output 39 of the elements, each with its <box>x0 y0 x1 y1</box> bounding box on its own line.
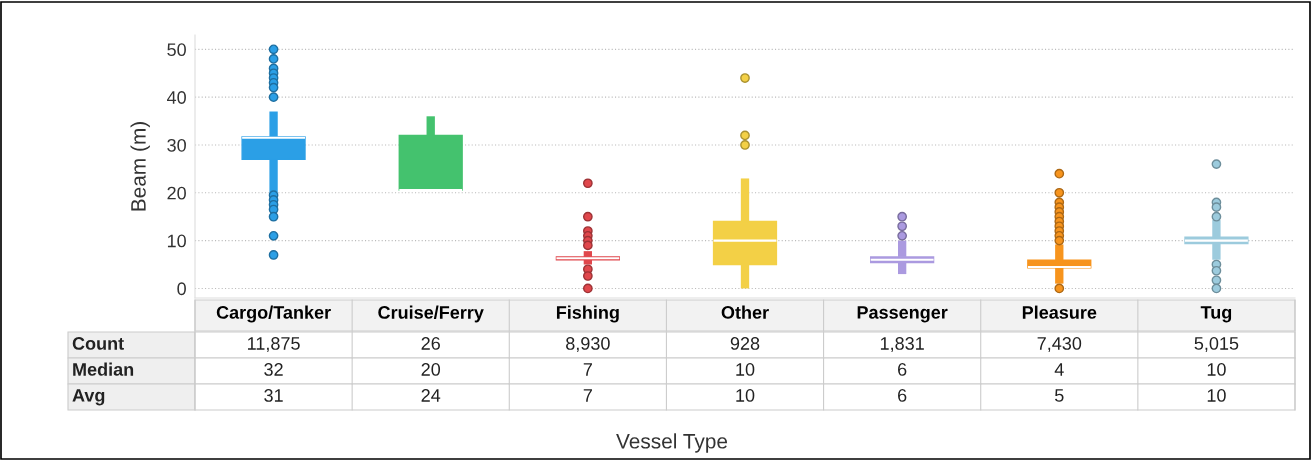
text: 7 <box>583 389 592 402</box>
y-tick-label: 40 <box>167 91 186 104</box>
text: 32 <box>264 363 283 376</box>
text: Avg <box>72 389 105 406</box>
text: 26 <box>421 337 440 350</box>
y-tick-label: 20 <box>167 186 186 200</box>
text: 31 <box>264 389 283 402</box>
text: 1,831 <box>880 337 924 352</box>
x-tick-label: Cargo/Tanker <box>216 305 331 323</box>
text: 6 <box>898 389 907 402</box>
x-tick-label: Pleasure <box>1022 305 1097 319</box>
y-tick-label: 30 <box>167 138 186 152</box>
text: 4 <box>1054 363 1064 376</box>
text: 5 <box>1054 389 1064 402</box>
y-axis-title: Beam (m) <box>130 122 150 211</box>
text: 10 <box>736 389 755 402</box>
x-tick-label: Tug <box>1200 306 1232 323</box>
text: 10 <box>736 363 755 376</box>
text: 5,015 <box>1194 337 1239 352</box>
x-tick-label: Fishing <box>556 305 619 323</box>
text: Median <box>73 362 134 376</box>
x-tick-label: Cruise/Ferry <box>378 305 484 323</box>
text: Count <box>72 337 124 350</box>
text: 8,930 <box>566 337 610 352</box>
text: 10 <box>1207 363 1226 376</box>
text: 7,430 <box>1037 337 1082 352</box>
text: 24 <box>421 389 441 402</box>
y-tick-label: 50 <box>167 43 186 57</box>
x-tick-label: Passenger <box>857 306 948 323</box>
x-tick-label: Other <box>721 305 769 319</box>
text: 7 <box>583 363 592 376</box>
text: 928 <box>730 337 760 350</box>
text: 11,875 <box>248 337 300 352</box>
text: 10 <box>1207 389 1226 402</box>
text: 20 <box>421 363 441 376</box>
text: 6 <box>898 363 907 376</box>
text: Vessel Type <box>616 433 728 453</box>
y-tick-label: 0 <box>177 282 186 296</box>
y-tick-label: 10 <box>167 234 186 248</box>
